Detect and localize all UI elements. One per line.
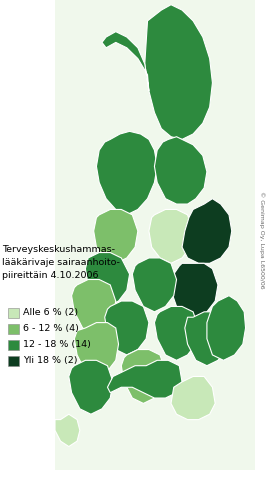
Text: 12 - 18 % (14): 12 - 18 % (14) xyxy=(23,340,91,350)
Polygon shape xyxy=(107,360,182,398)
Polygon shape xyxy=(182,199,232,263)
Text: Alle 6 % (2): Alle 6 % (2) xyxy=(23,308,78,318)
Polygon shape xyxy=(69,360,113,414)
Polygon shape xyxy=(85,252,130,306)
Polygon shape xyxy=(207,296,246,360)
Polygon shape xyxy=(74,323,119,377)
Polygon shape xyxy=(96,131,157,215)
Polygon shape xyxy=(171,377,215,420)
Bar xyxy=(8,340,19,350)
Polygon shape xyxy=(94,210,138,263)
Polygon shape xyxy=(102,31,149,91)
Polygon shape xyxy=(105,301,149,355)
Text: © Genimap Oy, Lupa L6500/06: © Genimap Oy, Lupa L6500/06 xyxy=(259,191,265,289)
Polygon shape xyxy=(185,312,229,366)
Polygon shape xyxy=(171,263,218,317)
Bar xyxy=(8,308,19,318)
Polygon shape xyxy=(132,258,177,312)
Text: Yli 18 % (2): Yli 18 % (2) xyxy=(23,356,77,365)
Polygon shape xyxy=(154,306,199,360)
Polygon shape xyxy=(121,350,166,404)
Text: piireittäin 4.10.2006: piireittäin 4.10.2006 xyxy=(2,271,99,280)
Bar xyxy=(55,0,255,470)
Bar xyxy=(8,356,19,366)
Text: Terveyskeskushammas-: Terveyskeskushammas- xyxy=(2,245,115,254)
Polygon shape xyxy=(145,5,212,139)
Text: 6 - 12 % (4): 6 - 12 % (4) xyxy=(23,325,79,333)
Polygon shape xyxy=(55,414,80,446)
Polygon shape xyxy=(72,279,116,333)
Polygon shape xyxy=(154,136,207,204)
Text: lääkärivaje sairaanhoito-: lääkärivaje sairaanhoito- xyxy=(2,258,120,267)
Bar xyxy=(8,324,19,334)
Polygon shape xyxy=(149,210,193,263)
